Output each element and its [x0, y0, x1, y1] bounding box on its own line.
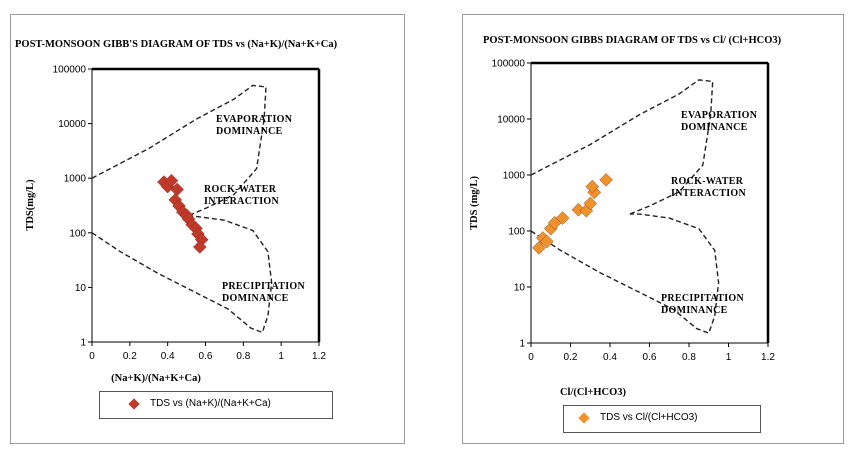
data-point: [555, 211, 570, 225]
region-annotation: DOMINANCE: [216, 126, 283, 137]
data-point: [540, 234, 554, 249]
chart-title: POST-MONSOON GIBBS DIAGRAM OF TDS vs Cl/…: [483, 35, 782, 46]
y-tick-label: 10: [514, 283, 526, 294]
y-tick-label: 1: [519, 339, 525, 350]
data-point: [532, 241, 546, 255]
region-annotation: DOMINANCE: [681, 122, 748, 133]
legend-label: TDS vs (Na+K)/(Na+K+Ca): [150, 398, 271, 409]
x-tick-label: 1.2: [761, 352, 775, 363]
gibbs-chart-anion: POST-MONSOON GIBBS DIAGRAM OF TDS vs Cl/…: [469, 35, 782, 398]
x-tick-label: 0.2: [123, 351, 137, 362]
x-tick-label: 0.6: [643, 352, 657, 363]
x-tick-label: 0.6: [199, 351, 213, 362]
legend-marker-diamond: [128, 398, 140, 410]
chart-panel-right: POST-MONSOON GIBBS DIAGRAM OF TDS vs Cl/…: [462, 14, 844, 444]
data-point: [193, 240, 207, 254]
x-tick-label: 1: [726, 352, 732, 363]
x-tick-label: 1.2: [312, 351, 326, 362]
plot-area: [530, 61, 770, 344]
x-tick-label: 0: [89, 351, 95, 362]
data-point: [585, 179, 600, 194]
x-tick-label: 1: [278, 351, 284, 362]
legend: TDS vs Cl/(Cl+HCO3): [563, 405, 761, 433]
envelope-lower-boundary: [530, 213, 720, 335]
x-tick-label: 0: [528, 352, 534, 363]
y-tick-label: 100000: [53, 65, 87, 76]
y-tick-label: 10000: [58, 119, 86, 130]
data-point: [164, 173, 179, 188]
x-tick-label: 0.8: [236, 351, 250, 362]
region-annotation: EVAPORATION: [216, 114, 293, 125]
y-tick-label: 1: [80, 338, 86, 349]
x-axis-label: Cl/(Cl+HCO3): [560, 387, 627, 398]
y-tick-label: 100: [508, 227, 525, 238]
legend: TDS vs (Na+K)/(Na+K+Ca): [99, 391, 333, 419]
chart-panel-left: POST-MONSOON GIBB'S DIAGRAM OF TDS vs (N…: [10, 14, 405, 444]
region-annotation: ROCK-WATER: [204, 184, 277, 195]
y-axis-label: TDS (mg/L): [469, 176, 480, 230]
region-annotation: DOMINANCE: [222, 293, 289, 304]
region-annotation: INTERACTION: [671, 188, 746, 199]
x-axis-label: (Na+K)/(Na+K+Ca): [111, 373, 201, 384]
envelope-upper-boundary: [530, 79, 714, 215]
y-tick-label: 10: [75, 283, 87, 294]
data-point: [583, 196, 598, 211]
y-tick-label: 1000: [64, 174, 87, 185]
region-annotation: EVAPORATION: [681, 110, 758, 121]
data-point: [599, 173, 613, 187]
y-tick-label: 10000: [497, 115, 525, 126]
y-tick-label: 1000: [503, 171, 526, 182]
legend-label: TDS vs Cl/(Cl+HCO3): [600, 412, 698, 423]
envelope-lower-boundary: [91, 215, 273, 334]
region-annotation: PRECIPITATION: [222, 281, 305, 292]
legend-marker-diamond: [578, 412, 590, 424]
x-tick-label: 0.4: [161, 351, 175, 362]
chart-title: POST-MONSOON GIBB'S DIAGRAM OF TDS vs (N…: [15, 39, 338, 50]
y-axis-label: TDS(mg/L): [25, 179, 36, 231]
gibbs-chart-cation: POST-MONSOON GIBB'S DIAGRAM OF TDS vs (N…: [15, 39, 338, 384]
x-tick-label: 0.2: [564, 352, 578, 363]
x-tick-label: 0.4: [603, 352, 617, 363]
region-annotation: PRECIPITATION: [661, 293, 744, 304]
y-tick-label: 100: [69, 228, 86, 239]
region-annotation: DOMINANCE: [661, 305, 728, 316]
region-annotation: INTERACTION: [204, 196, 279, 207]
region-annotation: ROCK-WATER: [671, 176, 744, 187]
x-tick-label: 0.8: [682, 352, 696, 363]
y-tick-label: 100000: [492, 59, 526, 70]
